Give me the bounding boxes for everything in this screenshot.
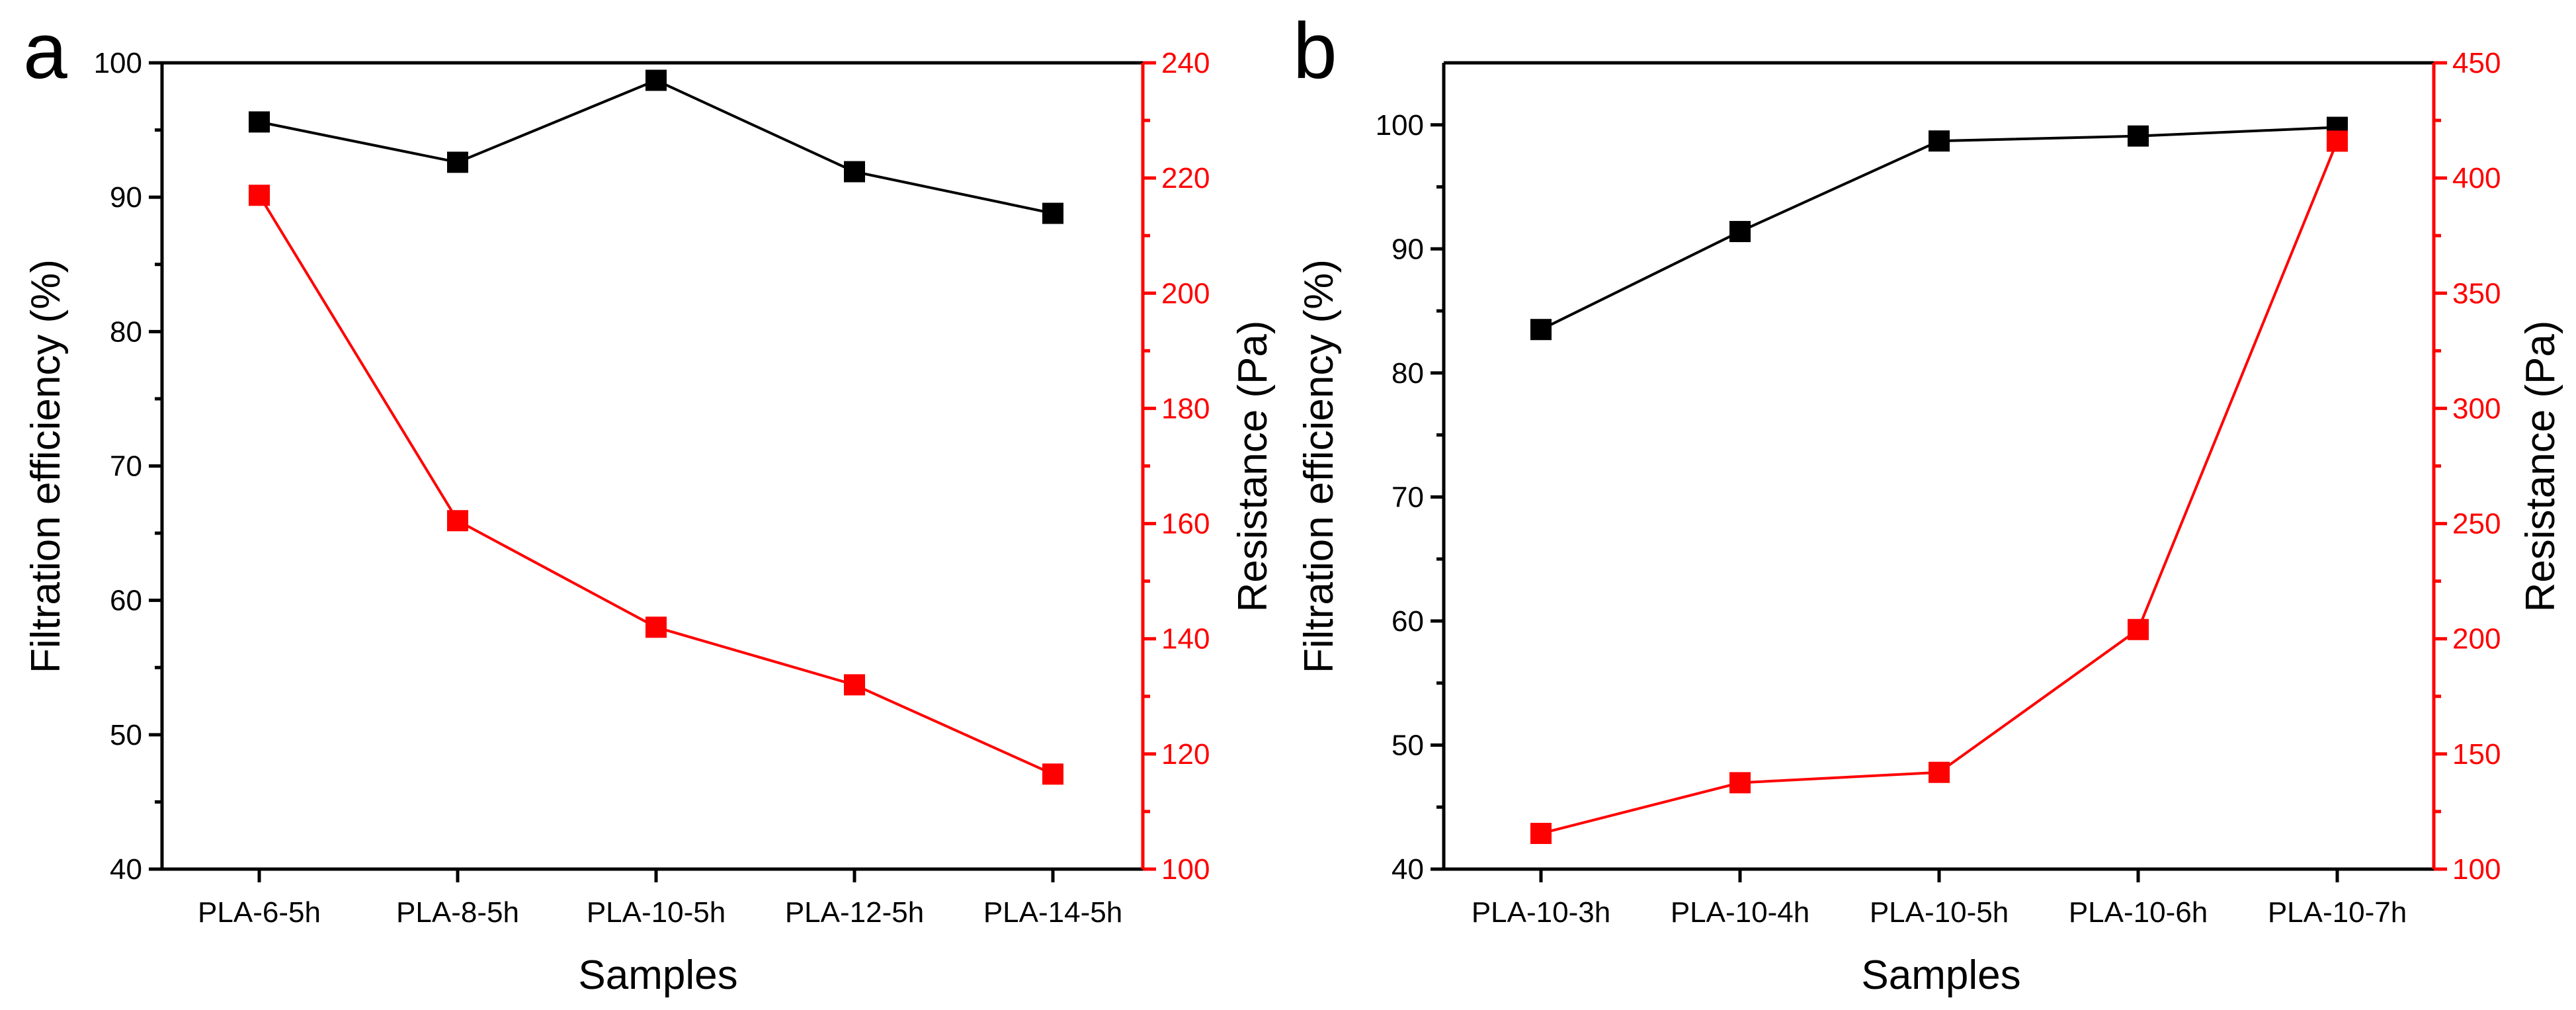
right-y-axis-title: Resistance (Pa) bbox=[2518, 320, 2563, 612]
right-y-tick-label: 450 bbox=[2452, 47, 2501, 79]
x-tick-label: PLA-10-3h bbox=[1472, 896, 1610, 929]
left-y-tick-label: 90 bbox=[1392, 233, 1424, 265]
right-y-tick-label: 220 bbox=[1161, 162, 1210, 194]
resistance-series-line bbox=[1540, 140, 2339, 835]
left-y-tick-label: 80 bbox=[1392, 357, 1424, 390]
right-y-tick-label: 400 bbox=[2452, 162, 2501, 194]
resistance-data-point bbox=[645, 616, 667, 638]
right-y-tick-label: 100 bbox=[1161, 853, 1210, 886]
panel-letter: a bbox=[23, 7, 67, 95]
x-tick-label: PLA-10-5h bbox=[587, 896, 726, 929]
left-y-tick-label: 50 bbox=[1392, 729, 1424, 761]
right-y-tick-label: 100 bbox=[2452, 853, 2501, 886]
right-y-tick-label: 150 bbox=[2452, 738, 2501, 771]
x-tick-label: PLA-10-5h bbox=[1870, 896, 2009, 929]
left-y-axis-title: Filtration efficiency (%) bbox=[1296, 259, 1342, 673]
efficiency-data-point bbox=[249, 111, 270, 133]
left-y-tick-label: 60 bbox=[1392, 605, 1424, 638]
left-y-tick-label: 40 bbox=[1392, 853, 1424, 886]
efficiency-data-point bbox=[1530, 319, 1552, 341]
panel-letter: b bbox=[1293, 7, 1337, 95]
x-tick-label: PLA-14-5h bbox=[983, 896, 1122, 929]
x-tick-label: PLA-10-4h bbox=[1671, 896, 1809, 929]
left-y-tick-label: 90 bbox=[110, 181, 142, 214]
left-y-tick-label: 100 bbox=[94, 47, 142, 79]
efficiency-series-line bbox=[1540, 126, 2338, 331]
right-y-tick-label: 240 bbox=[1161, 47, 1210, 79]
left-y-tick-label: 70 bbox=[1392, 481, 1424, 513]
left-y-tick-label: 50 bbox=[110, 719, 142, 751]
left-y-tick-label: 70 bbox=[110, 450, 142, 483]
resistance-data-point bbox=[1042, 763, 1063, 785]
efficiency-data-point bbox=[1042, 202, 1063, 224]
x-tick-label: PLA-8-5h bbox=[396, 896, 519, 929]
resistance-series-line bbox=[258, 194, 1054, 776]
panel-a: a Samples Filtration efficiency (%) Resi… bbox=[23, 7, 1276, 998]
resistance-data-point bbox=[2327, 130, 2348, 152]
left-y-tick-label: 100 bbox=[1376, 109, 1424, 142]
right-y-tick-label: 140 bbox=[1161, 623, 1210, 655]
left-y-tick-label: 80 bbox=[110, 316, 142, 348]
x-axis-title: Samples bbox=[578, 952, 737, 998]
right-y-tick-label: 200 bbox=[1161, 277, 1210, 310]
right-y-axis-title: Resistance (Pa) bbox=[1230, 320, 1276, 612]
right-y-tick-label: 250 bbox=[2452, 508, 2501, 540]
x-axis-title: Samples bbox=[1861, 952, 2020, 998]
panel-b: b Samples Filtration efficiency (%) Resi… bbox=[1293, 7, 2563, 998]
resistance-data-point bbox=[447, 510, 468, 532]
resistance-data-point bbox=[844, 674, 865, 696]
resistance-data-point bbox=[2128, 618, 2149, 640]
resistance-data-point bbox=[1729, 772, 1751, 794]
resistance-data-point bbox=[1929, 761, 1950, 783]
right-y-tick-label: 120 bbox=[1161, 738, 1210, 771]
efficiency-data-point bbox=[645, 69, 667, 91]
efficiency-data-point bbox=[1929, 130, 1950, 152]
left-y-tick-label: 60 bbox=[110, 585, 142, 617]
right-y-tick-label: 300 bbox=[2452, 392, 2501, 425]
x-tick-label: PLA-10-7h bbox=[2268, 896, 2407, 929]
left-y-axis-title: Filtration efficiency (%) bbox=[23, 259, 69, 673]
resistance-data-point bbox=[249, 185, 270, 206]
x-tick-label: PLA-6-5h bbox=[198, 896, 321, 929]
x-tick-label: PLA-12-5h bbox=[785, 896, 924, 929]
right-y-tick-label: 180 bbox=[1161, 392, 1210, 425]
resistance-data-point bbox=[1530, 823, 1552, 845]
efficiency-data-point bbox=[447, 151, 468, 173]
left-y-tick-label: 40 bbox=[110, 853, 142, 886]
efficiency-data-point bbox=[2128, 125, 2149, 147]
right-y-tick-label: 200 bbox=[2452, 623, 2501, 655]
efficiency-data-point bbox=[844, 161, 865, 183]
efficiency-data-point bbox=[1729, 221, 1751, 243]
right-y-tick-label: 350 bbox=[2452, 277, 2501, 310]
right-y-tick-label: 160 bbox=[1161, 508, 1210, 540]
x-tick-label: PLA-10-6h bbox=[2069, 896, 2208, 929]
efficiency-series-line bbox=[259, 79, 1054, 215]
